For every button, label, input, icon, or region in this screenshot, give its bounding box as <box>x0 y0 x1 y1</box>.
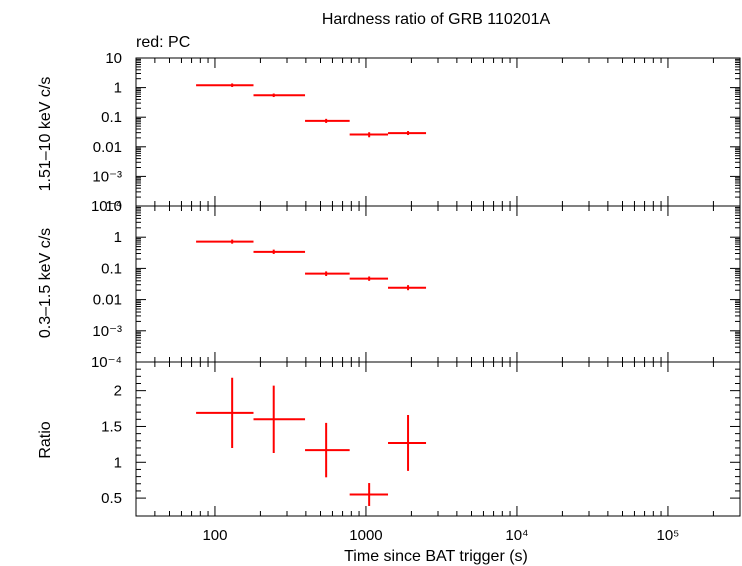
plot-frame <box>135 205 741 363</box>
x-tick-label: 10⁴ <box>505 527 528 544</box>
soft-band-panel: 10 1 0.1 0.01 10⁻³ 10⁻⁴ <box>91 198 741 371</box>
data-point <box>305 118 350 123</box>
chart-title: Hardness ratio of GRB 110201A <box>322 11 551 28</box>
y-tick-label: 1 <box>114 454 122 471</box>
data-point <box>253 385 306 453</box>
data-point <box>196 239 254 244</box>
y-tick-label: 10⁻³ <box>92 168 122 185</box>
y-tick-label: 0.1 <box>101 260 122 277</box>
x-tick-label: 100 <box>202 527 227 544</box>
x-axis-label: Time since BAT trigger (s) <box>344 548 528 565</box>
data-point <box>388 415 427 471</box>
y-tick-label: 0.01 <box>93 139 122 156</box>
y-tick-label: 0.01 <box>93 292 122 309</box>
y-tick-label: 2 <box>114 383 122 400</box>
legend-label: red: PC <box>136 34 190 51</box>
y-axis-label-hard: 1.51–10 keV c/s <box>37 77 54 192</box>
data-point <box>388 285 427 291</box>
plot-frame <box>135 57 741 207</box>
data-point <box>388 131 427 136</box>
y-tick-label: 10 <box>105 50 122 67</box>
ratio-panel: 2 1.5 1 0.5 100 1000 10⁴ 10⁵ <box>101 361 741 544</box>
x-tick-label: 10⁵ <box>657 527 680 544</box>
data-point <box>253 93 306 98</box>
data-point <box>196 83 254 87</box>
data-point <box>253 249 306 254</box>
x-tick-label: 1000 <box>349 527 382 544</box>
y-tick-label: 10⁻⁴ <box>91 354 122 371</box>
data-point <box>196 377 254 448</box>
data-point <box>349 132 389 138</box>
y-tick-label: 10 <box>105 198 122 215</box>
plot-frame <box>135 361 741 517</box>
data-point <box>349 276 389 281</box>
y-axis-label-soft: 0.3–1.5 keV c/s <box>37 228 54 338</box>
y-tick-label: 10⁻⁴ <box>91 198 122 215</box>
data-point <box>305 422 350 478</box>
data-point <box>305 271 350 277</box>
y-tick-label: 0.1 <box>101 109 122 126</box>
y-tick-label: 1 <box>114 80 122 97</box>
y-tick-label: 0.5 <box>101 490 122 507</box>
y-tick-label: 10⁻³ <box>92 323 122 340</box>
y-tick-label: 1.5 <box>101 418 122 435</box>
y-tick-label: 1 <box>114 229 122 246</box>
hard-band-panel: 10 1 0.1 0.01 10⁻³ 10⁻⁴ <box>91 50 741 215</box>
data-point <box>349 483 389 506</box>
y-axis-label-ratio: Ratio <box>37 421 54 458</box>
